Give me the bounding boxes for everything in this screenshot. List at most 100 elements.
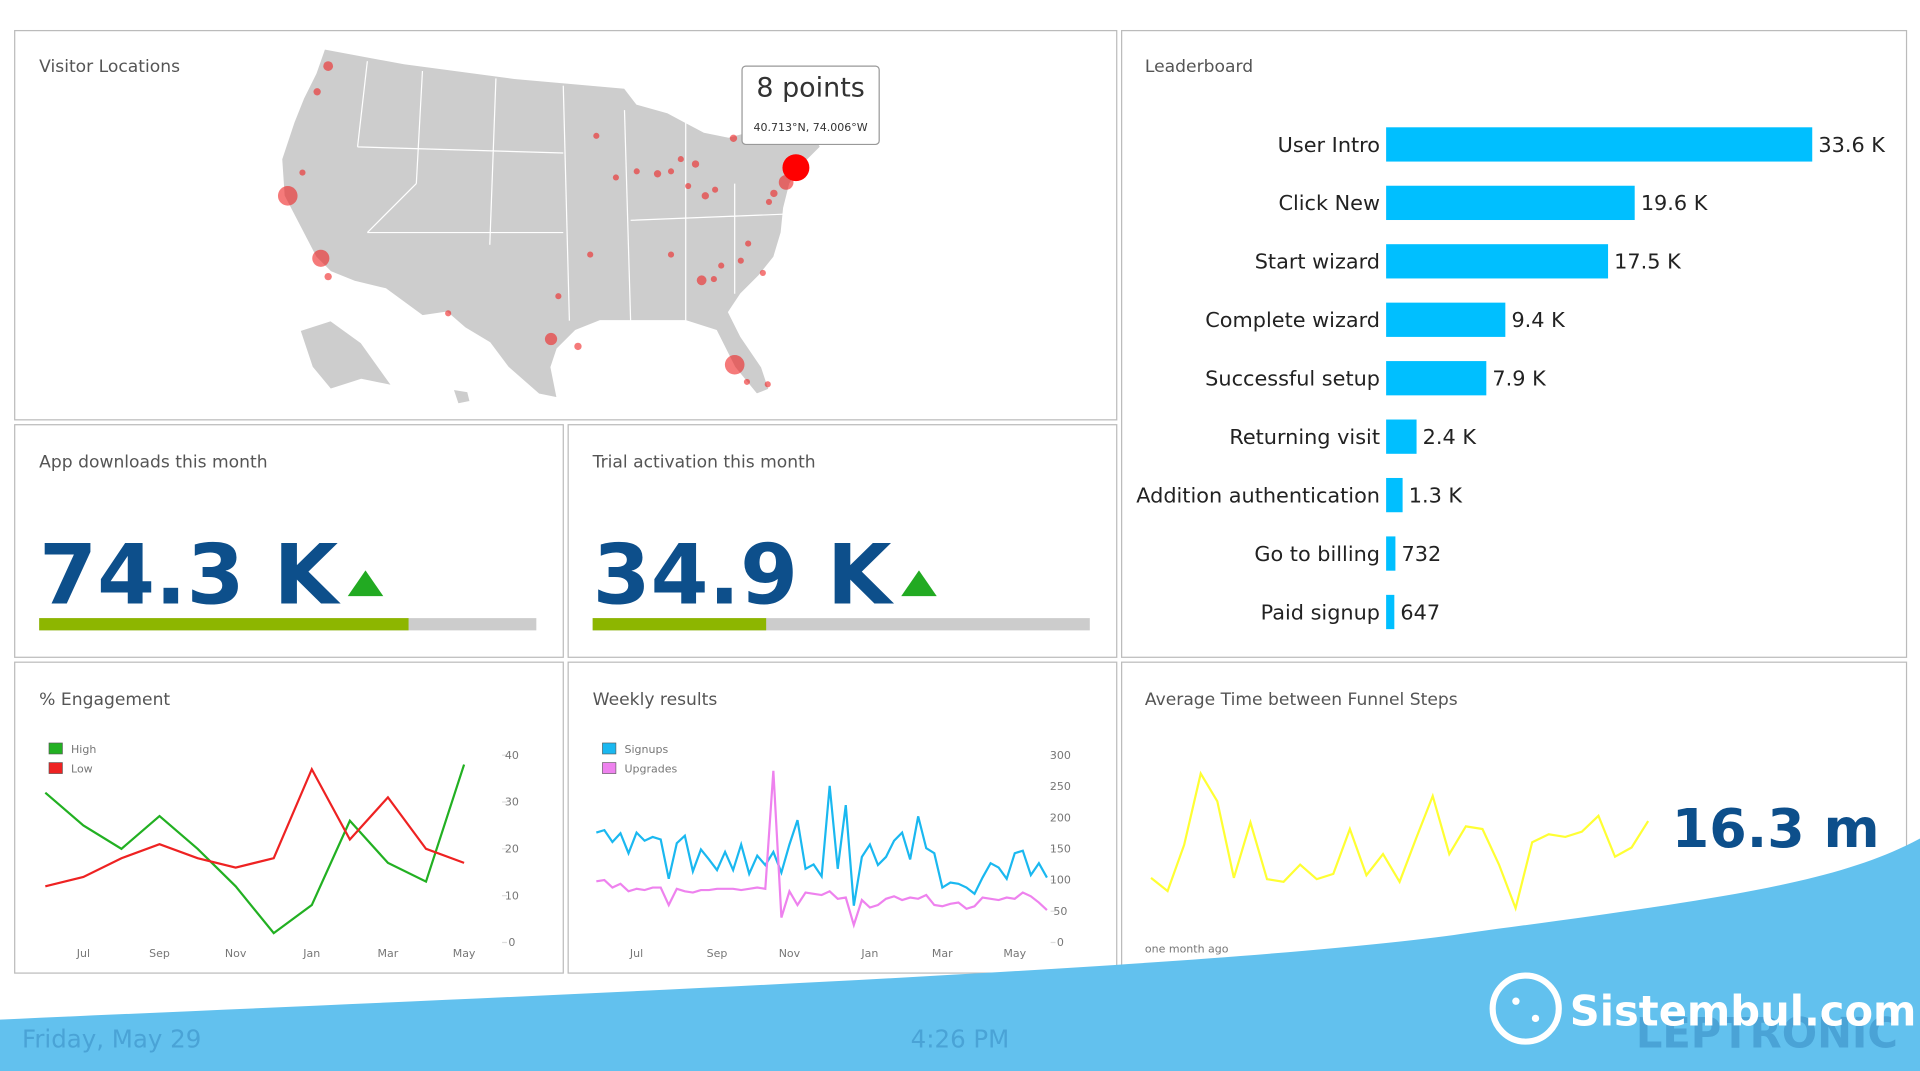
bar-label: Paid signup xyxy=(1261,600,1380,624)
watermark: Sistembul.com xyxy=(1570,987,1917,1036)
legend-label: Upgrades xyxy=(624,762,677,775)
progress-fill xyxy=(592,618,767,631)
footer-date: Friday, May 29 xyxy=(22,1025,201,1054)
kpi-value: 34.9 K xyxy=(593,526,895,623)
y-tick-label: 10 xyxy=(505,889,519,902)
bar xyxy=(1386,361,1487,396)
y-tick-label: 250 xyxy=(1050,780,1071,793)
bar-label: Go to billing xyxy=(1254,542,1380,566)
bar xyxy=(1386,244,1609,279)
x-tick-label: Jul xyxy=(629,947,643,960)
bar xyxy=(1386,185,1635,221)
us-map xyxy=(281,48,822,405)
panel xyxy=(567,661,1118,974)
x-tick-label: Jan xyxy=(302,947,320,960)
y-tick-label: 50 xyxy=(1053,905,1067,918)
x-tick-label: Mar xyxy=(932,947,953,960)
x-tick-label: Sep xyxy=(149,947,170,960)
y-tick-label: 0 xyxy=(1057,936,1064,949)
y-tick-label: 100 xyxy=(1050,874,1071,887)
x-tick-label: May xyxy=(453,947,476,960)
value-label: 9.4 K xyxy=(1511,308,1566,332)
line-series xyxy=(1150,770,1650,912)
tooltip-title: 8 points xyxy=(756,73,864,104)
y-tick-label: 300 xyxy=(1050,749,1071,762)
y-tick-label: 40 xyxy=(505,749,519,762)
legend-swatch xyxy=(48,742,63,755)
value-label: 17.5 K xyxy=(1614,250,1682,274)
alaska xyxy=(299,320,394,390)
up-arrow xyxy=(901,570,937,597)
x-tick-label: Jul xyxy=(76,947,90,960)
map-tooltip: 8 points 40.713°N, 74.006°W xyxy=(741,65,880,146)
bar xyxy=(1386,536,1396,571)
legend-label: Low xyxy=(71,762,93,775)
line-series xyxy=(595,785,1048,906)
progress-fill xyxy=(39,618,409,631)
panel-title: % Engagement xyxy=(39,690,170,710)
watermark-logo-dot xyxy=(1531,1014,1540,1023)
line-series xyxy=(45,766,465,888)
selected-dot[interactable] xyxy=(782,154,810,182)
legend-swatch xyxy=(48,762,63,774)
value-label: 732 xyxy=(1402,542,1442,566)
value-label: 19.6 K xyxy=(1641,191,1709,215)
y-tick-label: 150 xyxy=(1050,843,1071,856)
bar xyxy=(1386,477,1403,513)
line-series xyxy=(596,770,1048,929)
kpi-value: 74.3 K xyxy=(39,526,341,623)
bar-label: Start wizard xyxy=(1255,250,1380,274)
footer-time: 4:26 PM xyxy=(911,1025,1010,1054)
x-tick-label: Sep xyxy=(707,947,728,960)
x-tick-label: Jan xyxy=(860,947,878,960)
bar xyxy=(1386,302,1506,337)
panel-title: Trial activation this month xyxy=(592,453,816,473)
watermark-logo-dot xyxy=(1512,997,1520,1005)
value-label: 33.6 K xyxy=(1818,133,1886,157)
bar xyxy=(1386,594,1395,630)
legend-label: High xyxy=(71,743,96,756)
x-tick-label: Nov xyxy=(225,947,247,960)
panel xyxy=(1121,29,1908,658)
state-lines xyxy=(356,61,784,321)
panel-title: App downloads this month xyxy=(39,453,267,473)
x-label: one month ago xyxy=(1145,942,1229,955)
line-series xyxy=(44,764,466,935)
bar xyxy=(1386,127,1813,162)
summary-value: 16.3 m xyxy=(1672,797,1880,860)
legend-swatch xyxy=(602,742,617,755)
panel-title: Visitor Locations xyxy=(39,57,180,77)
y-tick-label: 20 xyxy=(505,843,519,856)
value-label: 7.9 K xyxy=(1492,367,1547,391)
bar-label: User Intro xyxy=(1278,133,1380,157)
panel-title: Average Time between Funnel Steps xyxy=(1145,690,1458,710)
footer-wave xyxy=(0,838,1920,1071)
bar-label: Returning visit xyxy=(1229,425,1380,449)
x-tick-label: May xyxy=(1003,947,1026,960)
map-dots xyxy=(277,61,794,388)
panel-title: Weekly results xyxy=(593,690,718,710)
hawaii xyxy=(452,388,471,405)
up-arrow xyxy=(347,570,384,597)
bar-label: Addition authentication xyxy=(1136,483,1380,507)
x-tick-label: Mar xyxy=(378,947,399,960)
value-label: 2.4 K xyxy=(1423,425,1478,449)
kpi: 34.9 K xyxy=(592,526,1090,631)
legend-label: Signups xyxy=(624,743,668,756)
y-tick-label: 0 xyxy=(508,936,515,949)
y-tick-label: 200 xyxy=(1050,811,1071,824)
tooltip-coords: 40.713°N, 74.006°W xyxy=(754,121,868,134)
bar-label: Complete wizard xyxy=(1205,308,1380,332)
value-label: 1.3 K xyxy=(1409,483,1464,507)
tooltip-box xyxy=(741,65,880,146)
bar xyxy=(1386,419,1417,454)
legend-swatch xyxy=(602,762,617,774)
panel-title: Leaderboard xyxy=(1145,57,1253,77)
bar-label: Click New xyxy=(1278,191,1380,215)
watermark-logo xyxy=(1489,972,1562,1045)
bar-label: Successful setup xyxy=(1205,367,1380,391)
value-label: 647 xyxy=(1400,600,1440,624)
footer-brand: LEPTRONIC xyxy=(1636,1009,1898,1058)
